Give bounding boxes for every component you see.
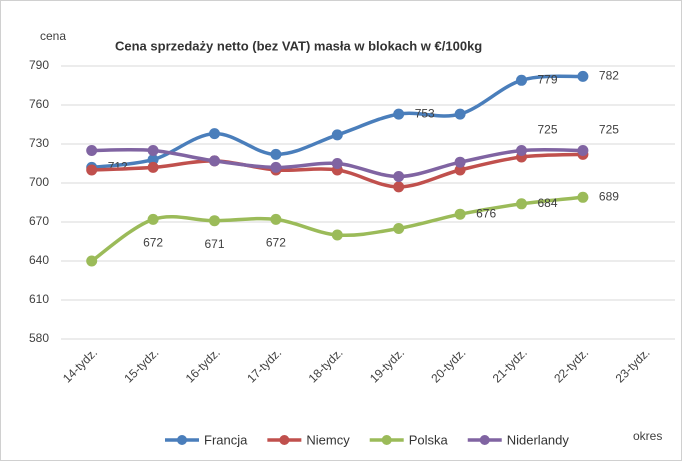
data-point [393, 171, 405, 182]
legend-label: Polska [409, 432, 449, 447]
data-point [454, 156, 466, 168]
data-point [454, 208, 466, 220]
y-tick-label: 640 [29, 253, 49, 267]
data-point [393, 223, 405, 234]
legend-label: Niemcy [306, 432, 350, 447]
data-point [393, 181, 405, 193]
data-point [577, 145, 589, 156]
data-label: 672 [143, 236, 163, 250]
data-point [516, 74, 527, 86]
chart-title: Cena sprzedaży netto (bez VAT) masła w b… [115, 38, 482, 53]
data-point [331, 158, 343, 169]
data-label: 753 [415, 106, 435, 120]
data-label: 672 [266, 236, 286, 250]
data-point [86, 255, 98, 267]
data-label: 782 [599, 69, 619, 83]
data-point [147, 213, 159, 225]
x-axis-title: okres [633, 429, 662, 443]
data-label: 689 [599, 189, 619, 203]
data-point [270, 148, 282, 160]
data-point [209, 128, 220, 140]
y-axis-title: cena [40, 29, 66, 43]
data-point [454, 108, 466, 120]
legend-marker [479, 435, 490, 445]
data-point [516, 145, 527, 156]
legend-label: Francja [204, 432, 248, 447]
data-label: 725 [599, 123, 619, 137]
data-point [209, 215, 220, 227]
legend-label: Niderlandy [507, 432, 570, 447]
y-tick-label: 760 [29, 97, 49, 111]
data-point [147, 145, 159, 156]
data-point [147, 161, 159, 173]
data-point [270, 161, 282, 173]
y-tick-label: 700 [29, 175, 49, 189]
data-point [86, 164, 98, 176]
data-point [86, 145, 98, 156]
data-point [270, 213, 282, 225]
data-point [577, 70, 589, 82]
data-label: 712 [108, 160, 128, 174]
legend-marker [279, 435, 290, 445]
data-label: 725 [538, 123, 558, 137]
data-point [147, 154, 159, 166]
data-point [577, 191, 589, 203]
y-tick-label: 730 [29, 136, 49, 150]
data-label: 684 [538, 196, 558, 210]
legend-marker [381, 435, 392, 445]
data-point [516, 198, 527, 210]
data-label: 676 [476, 206, 496, 220]
data-point [209, 155, 220, 167]
legend-marker [177, 435, 187, 445]
data-point [454, 164, 466, 176]
y-tick-label: 580 [29, 331, 49, 345]
data-point [331, 229, 343, 241]
y-tick-label: 610 [29, 292, 49, 306]
y-tick-label: 670 [29, 214, 49, 228]
data-point [331, 129, 343, 141]
data-point [393, 108, 405, 120]
y-tick-label: 790 [29, 58, 49, 72]
data-label: 779 [538, 72, 558, 86]
data-label: 671 [204, 237, 224, 251]
